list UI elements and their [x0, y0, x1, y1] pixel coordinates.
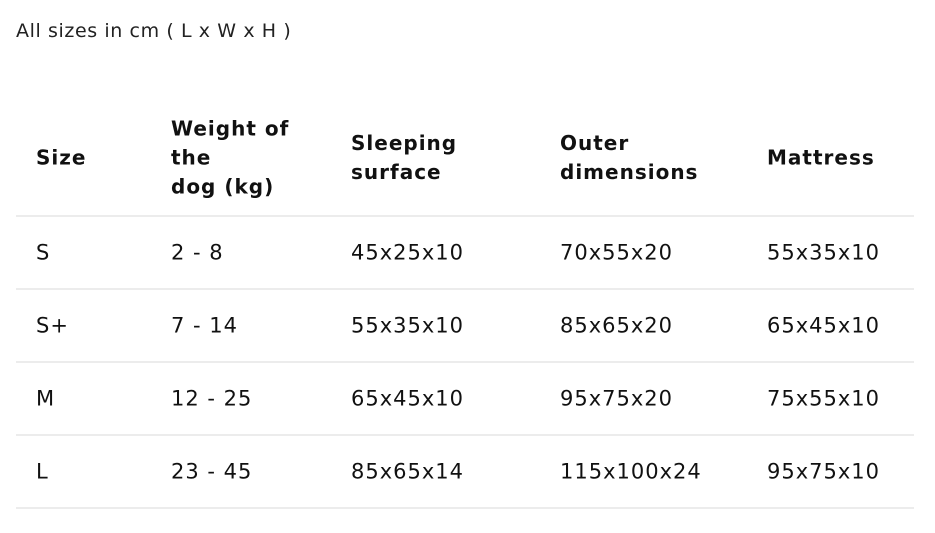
column-header-line: Weight of: [171, 116, 290, 140]
column-header-outer-dimensions: Outer dimensions: [560, 129, 698, 187]
table-header-row: Size Weight of the dog (kg) Sleeping surface O…: [16, 100, 914, 217]
cell-weight: 12 - 25: [171, 386, 253, 411]
cell-sleeping-surface: 65x45x10: [351, 386, 465, 411]
column-header-line: dimensions: [560, 159, 699, 184]
cell-weight: 2 - 8: [171, 240, 224, 265]
column-header-line: the: [171, 145, 212, 169]
column-header-line: surface: [351, 159, 442, 184]
cell-weight: 23 - 45: [171, 459, 253, 484]
cell-size: S: [36, 240, 51, 265]
table-row: L 23 - 45 85x65x14 115x100x24 95x75x10: [16, 436, 914, 509]
cell-mattress: 65x45x10: [767, 313, 881, 338]
table-row: S 2 - 8 45x25x10 70x55x20 55x35x10: [16, 217, 914, 290]
cell-sleeping-surface: 85x65x14: [351, 459, 465, 484]
cell-outer-dimensions: 115x100x24: [560, 459, 702, 484]
column-header-line: Outer: [560, 130, 630, 155]
column-header-line: Sleeping: [351, 130, 458, 155]
cell-weight: 7 - 14: [171, 313, 239, 338]
column-header-size: Size: [36, 143, 86, 172]
cell-size: M: [36, 386, 56, 411]
column-header-sleeping-surface: Sleeping surface: [351, 129, 457, 187]
cell-sleeping-surface: 45x25x10: [351, 240, 465, 265]
cell-mattress: 55x35x10: [767, 240, 881, 265]
cell-outer-dimensions: 85x65x20: [560, 313, 674, 338]
table-row: M 12 - 25 65x45x10 95x75x20 75x55x10: [16, 363, 914, 436]
cell-outer-dimensions: 95x75x20: [560, 386, 674, 411]
cell-sleeping-surface: 55x35x10: [351, 313, 465, 338]
cell-mattress: 75x55x10: [767, 386, 881, 411]
column-header-line: Size: [36, 145, 87, 169]
column-header-weight: Weight of the dog (kg): [171, 114, 289, 201]
column-header-line: dog (kg): [171, 174, 275, 198]
column-header-line: Mattress: [767, 145, 875, 169]
cell-size: S+: [36, 313, 69, 338]
table-row: S+ 7 - 14 55x35x10 85x65x20 65x45x10: [16, 290, 914, 363]
cell-outer-dimensions: 70x55x20: [560, 240, 674, 265]
cell-mattress: 95x75x10: [767, 459, 881, 484]
cell-size: L: [36, 459, 49, 484]
units-note: All sizes in cm ( L x W x H ): [16, 20, 292, 42]
column-header-mattress: Mattress: [767, 143, 875, 172]
